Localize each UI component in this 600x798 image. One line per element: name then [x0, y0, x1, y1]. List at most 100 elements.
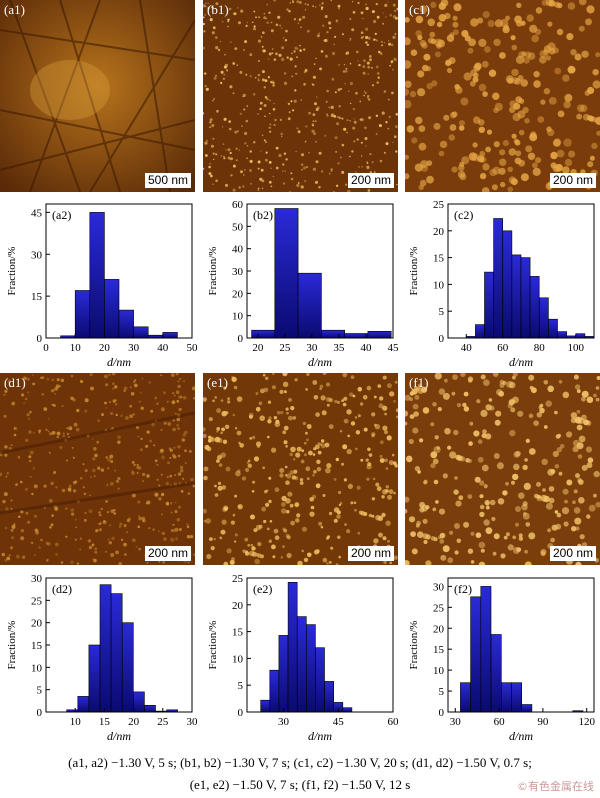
afm-grain: [379, 159, 383, 163]
afm-grain: [123, 386, 128, 390]
y-tick-label: 0: [238, 707, 244, 719]
panel-label: (f2): [454, 582, 472, 596]
afm-grain: [387, 539, 390, 543]
afm-grain: [236, 396, 243, 402]
afm-grain: [362, 18, 364, 20]
afm-grain: [395, 150, 398, 153]
afm-grain: [523, 512, 527, 516]
afm-grain: [291, 52, 293, 55]
afm-grain: [136, 465, 140, 469]
afm-grain: [266, 527, 270, 531]
afm-grain: [373, 19, 377, 24]
afm-grain: [267, 58, 270, 60]
afm-grain: [545, 55, 552, 61]
afm-grain: [245, 467, 250, 473]
afm-grain: [56, 431, 61, 436]
afm-grain: [126, 518, 131, 523]
afm-grain: [328, 424, 334, 429]
afm-grain: [469, 80, 476, 87]
afm-grain: [134, 379, 137, 382]
afm-grain: [283, 152, 287, 155]
afm-grain: [89, 494, 91, 497]
afm-grain: [439, 532, 446, 539]
afm-grain: [214, 484, 217, 488]
afm-grain: [505, 481, 509, 486]
afm-grain: [142, 480, 145, 483]
afm-grain: [296, 0, 300, 4]
afm-grain: [326, 382, 330, 387]
afm-grain: [372, 477, 376, 481]
afm-grain: [360, 511, 365, 516]
afm-grain: [114, 385, 118, 389]
afm-grain: [545, 400, 552, 407]
afm-grain: [383, 90, 387, 93]
afm-grain: [300, 163, 304, 166]
afm-grain: [306, 424, 312, 429]
afm-grain: [405, 154, 409, 160]
afm-grain: [572, 500, 576, 504]
afm-grain: [537, 116, 545, 123]
afm-grain: [101, 413, 104, 417]
afm-grain: [109, 481, 114, 486]
afm-grain: [331, 77, 335, 81]
histogram-bar: [502, 230, 513, 339]
afm-grain: [316, 459, 321, 464]
afm-grain: [415, 15, 424, 24]
afm-grain: [88, 545, 93, 550]
afm-grain: [511, 133, 517, 139]
afm-grain: [191, 386, 195, 391]
afm-grain: [507, 544, 514, 551]
afm-grain: [210, 436, 214, 440]
afm-grain: [63, 432, 65, 435]
histogram-bar: [315, 647, 325, 713]
y-axis-label: Fraction/%: [207, 247, 219, 296]
afm-grain: [6, 472, 10, 475]
afm-grain: [261, 70, 265, 74]
afm-grain: [246, 145, 249, 147]
afm-grain: [442, 545, 450, 553]
afm-grain: [468, 152, 478, 161]
afm-grain: [426, 175, 434, 184]
y-tick-label: 20: [31, 618, 43, 630]
afm-grain: [173, 394, 176, 397]
afm-grain: [223, 561, 229, 565]
afm-grain: [94, 550, 98, 554]
afm-grain: [333, 43, 335, 46]
afm-grain: [485, 527, 493, 535]
afm-grain: [568, 66, 576, 74]
afm-grain: [140, 437, 143, 441]
afm-grain: [436, 21, 443, 28]
afm-grain: [517, 410, 524, 417]
afm-grain: [525, 438, 530, 443]
afm-grain: [353, 120, 357, 124]
afm-grain: [359, 100, 362, 103]
afm-grain: [312, 124, 314, 127]
afm-grain: [522, 464, 528, 471]
afm-grain: [422, 518, 428, 524]
afm-grain: [396, 415, 398, 419]
afm-grain: [499, 383, 505, 388]
afm-grain: [112, 387, 115, 390]
afm-grain: [124, 553, 127, 556]
y-tick-label: 25: [232, 573, 244, 585]
afm-grain: [429, 31, 436, 38]
afm-grain: [326, 562, 329, 565]
afm-grain: [338, 64, 340, 66]
afm-grain: [318, 521, 323, 526]
afm-grain: [481, 433, 487, 439]
afm-grain: [485, 146, 491, 153]
afm-grain: [344, 183, 348, 186]
afm-grain: [373, 171, 376, 174]
afm-grain: [229, 151, 232, 155]
y-tick-label: 15: [433, 253, 445, 265]
afm-grain: [207, 2, 209, 4]
afm-grain: [452, 21, 459, 28]
afm-grain: [141, 516, 146, 521]
afm-grain: [275, 52, 278, 56]
afm-grain: [62, 434, 66, 438]
afm-grain: [232, 164, 236, 168]
afm-grain: [559, 444, 565, 449]
afm-texture: [405, 373, 600, 565]
afm-grain: [226, 548, 232, 554]
afm-grain: [255, 441, 262, 447]
